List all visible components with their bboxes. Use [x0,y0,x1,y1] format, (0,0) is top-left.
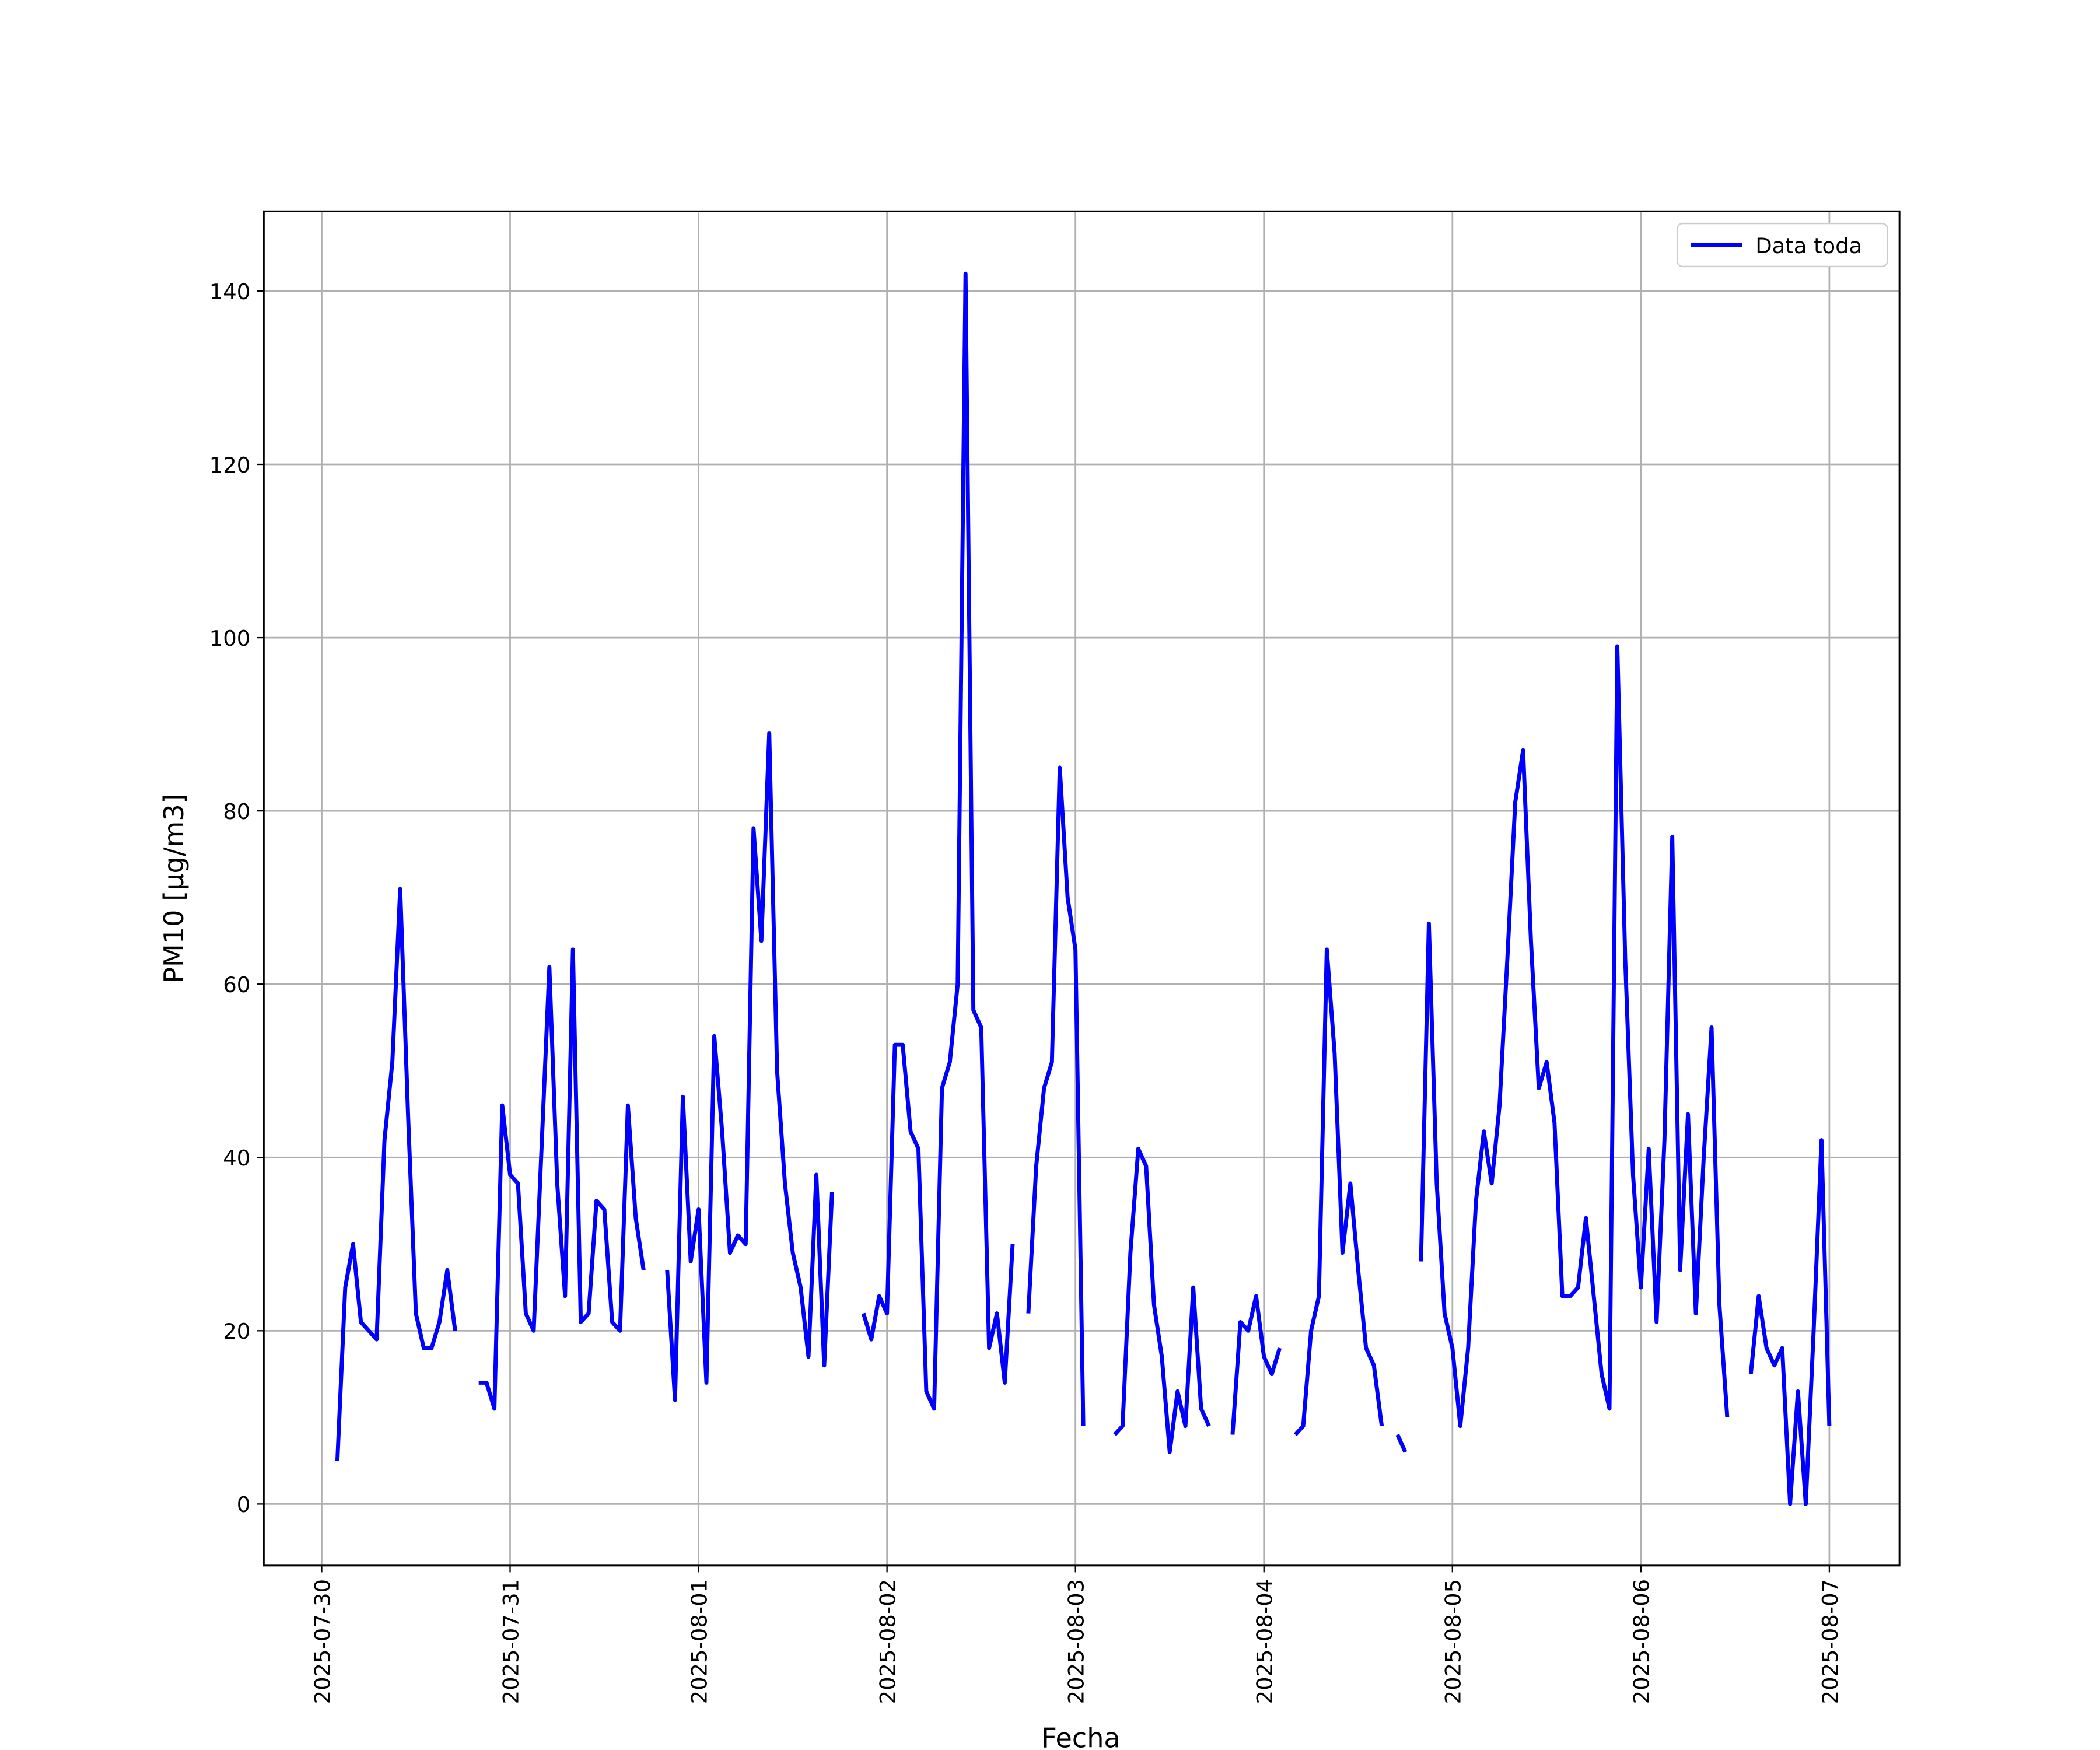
x-tick-label: 2025-08-02 [875,1579,900,1704]
y-tick-label: 40 [223,1146,250,1171]
y-tick-label: 0 [237,1492,250,1517]
y-tick-label: 120 [209,453,250,478]
x-axis-label: Fecha [1041,1722,1120,1750]
y-tick-label: 80 [223,799,250,824]
y-tick-label: 100 [209,626,250,651]
y-tick-label: 20 [223,1319,250,1344]
legend-label: Data toda [1755,233,1862,258]
x-tick-label: 2025-08-05 [1441,1579,1466,1704]
plot-frame [262,210,1901,1567]
x-tick-label: 2025-08-06 [1629,1579,1654,1704]
y-tick-label: 60 [223,972,250,998]
x-tick-label: 2025-08-07 [1818,1579,1843,1704]
data-line [335,271,1832,1506]
x-tick-label: 2025-08-01 [687,1579,712,1704]
x-tick-label: 2025-07-31 [498,1579,523,1704]
y-axis-label: PM10 [μg/m3] [158,793,190,984]
x-tick-label: 2025-07-30 [310,1579,335,1704]
legend-box [1676,222,1888,268]
y-tick-label: 140 [209,279,250,304]
x-tick-label: 2025-08-04 [1252,1579,1278,1704]
x-tick-label: 2025-08-03 [1064,1579,1089,1704]
